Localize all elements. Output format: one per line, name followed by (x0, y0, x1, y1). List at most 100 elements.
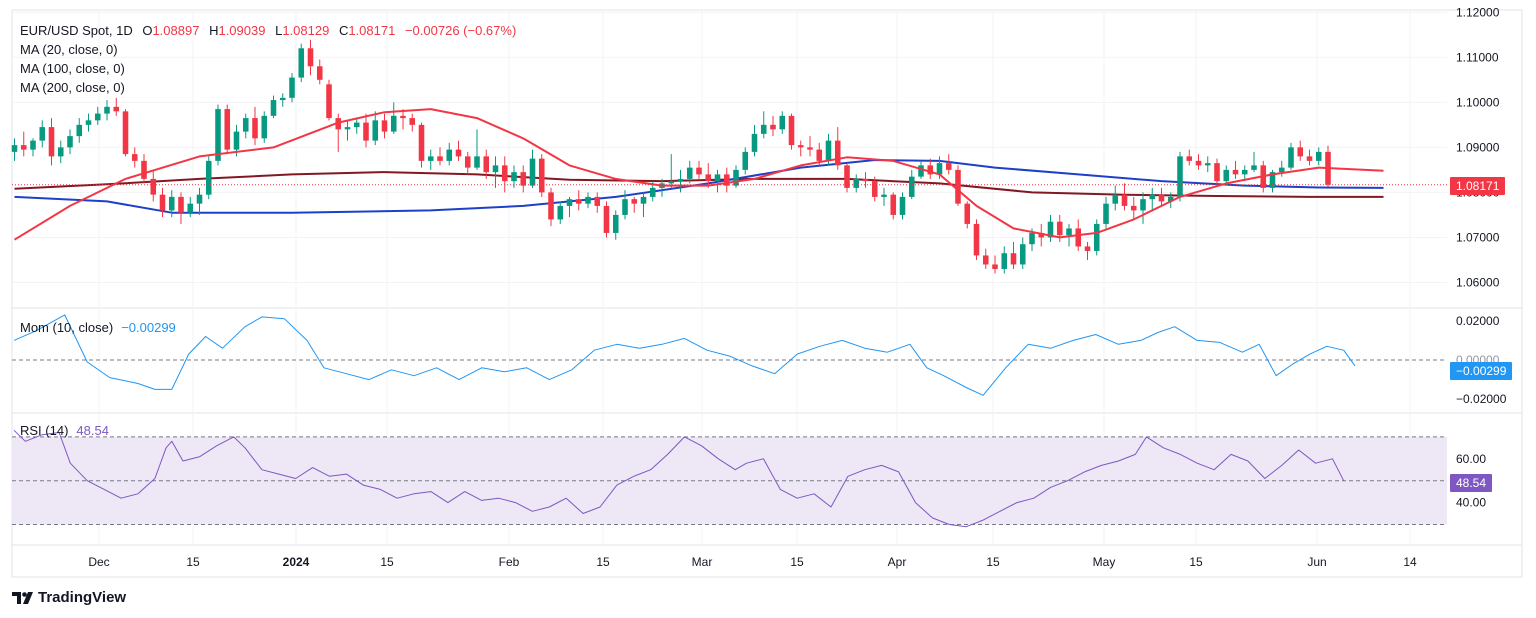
candle-body (298, 48, 305, 78)
candle-body (797, 145, 804, 148)
ma20-line (13, 108, 1384, 241)
candle-body (326, 84, 332, 119)
candle-body (908, 176, 915, 197)
close-value: 1.08171 (348, 23, 396, 38)
candle-body (575, 199, 582, 204)
candle-body (705, 174, 712, 182)
candle-body (566, 199, 573, 206)
candle-body (557, 205, 564, 220)
low-value: 1.08129 (282, 23, 330, 38)
candle-body (622, 199, 628, 215)
candle-body (881, 194, 887, 197)
momentum-legend[interactable]: Mom (10, close) −0.00299 (20, 318, 176, 337)
candle-body (335, 118, 342, 130)
tradingview-brand[interactable]: TradingView (12, 589, 126, 606)
momentum-line (13, 314, 1356, 396)
candle-body (548, 192, 554, 220)
candle-body (363, 122, 369, 141)
candle-body (446, 149, 453, 161)
candle-body (686, 167, 693, 179)
candle-body (141, 160, 147, 179)
candle-body (178, 196, 184, 213)
candle-body (1204, 163, 1211, 166)
candle-body (67, 136, 73, 148)
candle-body (168, 196, 175, 211)
momentum-tick-label: 0.02000 (1456, 314, 1500, 328)
rsi-legend[interactable]: RSI (14) 48.54 (20, 421, 109, 440)
candle-body (344, 127, 351, 130)
candle-body (649, 187, 656, 197)
candle-body (483, 156, 490, 173)
candle-body (760, 124, 767, 134)
rsi-tick-label: 60.00 (1456, 452, 1486, 466)
candle-body (94, 113, 101, 121)
x-tick-label: May (1093, 555, 1116, 569)
candle-body (1038, 232, 1045, 238)
candle-body (825, 140, 832, 161)
candle-body (76, 124, 83, 137)
candle-body (538, 158, 545, 193)
candle-body (1084, 246, 1091, 251)
ma100-line (14, 159, 1384, 214)
candle-body (1167, 196, 1174, 202)
candle-body (807, 147, 813, 150)
candle-body (871, 181, 878, 197)
x-tick-label: Dec (88, 555, 109, 569)
price-tick-label: 1.09000 (1456, 140, 1500, 154)
candle-body (992, 264, 998, 269)
candle-body (770, 124, 776, 130)
candle-body (400, 115, 406, 119)
candle-body (131, 154, 138, 161)
ma100-legend[interactable]: MA (100, close, 0) (20, 61, 125, 76)
candle-body (113, 106, 120, 112)
candle-body (899, 196, 906, 215)
tradingview-logo-icon (12, 591, 33, 604)
candle-body (39, 127, 46, 141)
candle-body (224, 109, 231, 150)
momentum-tick-label: −0.02000 (1456, 392, 1507, 406)
candle-body (631, 199, 638, 204)
candle-body (723, 174, 730, 186)
rsi-value: 48.54 (76, 423, 109, 438)
candle-body (918, 165, 924, 177)
candle-body (1223, 169, 1230, 182)
high-label: H (209, 23, 219, 38)
candle-body (418, 124, 425, 161)
candle-body (30, 140, 36, 150)
candle-body (936, 163, 943, 175)
ma20-legend[interactable]: MA (20, close, 0) (20, 42, 118, 57)
x-tick-label: Jun (1307, 555, 1326, 569)
candle-body (1269, 172, 1276, 188)
candle-body (1001, 253, 1008, 269)
candle-body (1315, 151, 1322, 161)
candle-body (409, 118, 416, 125)
candle-body (945, 163, 952, 170)
candle-body (927, 165, 934, 175)
candle-body (1195, 160, 1202, 166)
candle-body (1130, 205, 1137, 211)
candle-body (733, 169, 739, 186)
candle-body (816, 149, 823, 161)
candle-body (751, 133, 758, 152)
candle-body (594, 196, 601, 206)
candle-body (261, 115, 268, 139)
candle-body (1241, 169, 1248, 175)
close-label: C (338, 23, 349, 38)
candle-body (853, 178, 860, 188)
main-legend: EUR/USD Spot, 1D O1.08897 H1.09039 L1.08… (20, 21, 516, 97)
candle-body (1251, 165, 1257, 170)
candle-body (427, 156, 434, 161)
candle-body (252, 118, 258, 139)
candle-body (1056, 221, 1063, 236)
ma200-legend[interactable]: MA (200, close, 0) (20, 80, 125, 95)
candle-body (1103, 203, 1109, 224)
candle-body (603, 205, 610, 233)
candle-body (1112, 194, 1119, 204)
candle-body (742, 151, 749, 170)
candle-body (316, 66, 323, 80)
candle-body (57, 147, 64, 157)
candle-body (1288, 147, 1294, 168)
candle-body (696, 167, 702, 175)
candle-body (159, 194, 166, 211)
